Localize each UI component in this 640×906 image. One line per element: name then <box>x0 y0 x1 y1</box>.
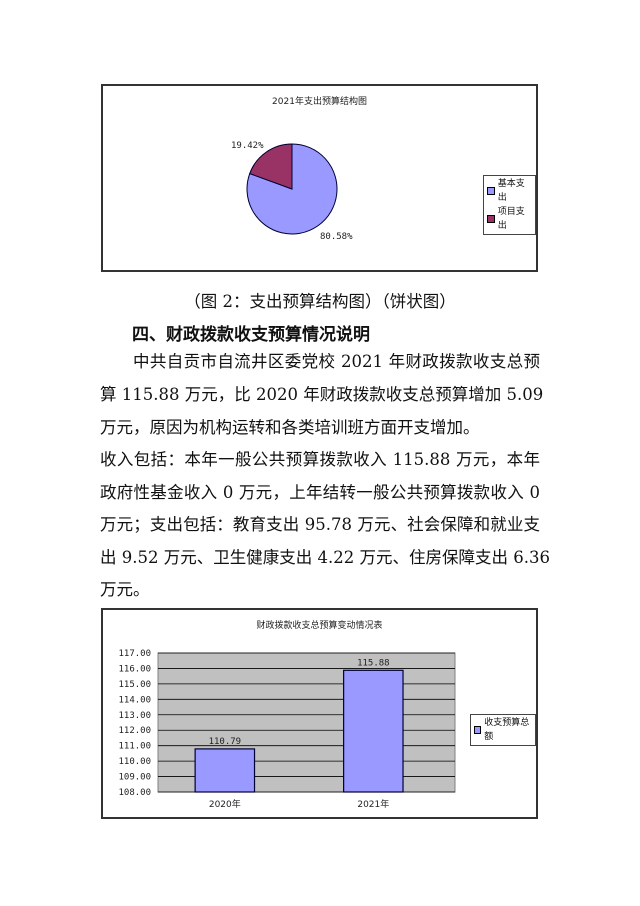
legend-swatch <box>487 215 495 223</box>
pie-chart-title: 2021年支出预算结构图 <box>272 97 367 107</box>
data-label: 115.88 <box>357 658 390 668</box>
figure-caption: （图 2：支出预算结构图）（饼状图） <box>184 292 456 311</box>
y-tick-label: 109.00 <box>118 773 151 783</box>
x-tick-label: 2021年 <box>357 798 389 810</box>
bar-chart-title: 财政拨款收支总预算变动情况表 <box>256 621 383 631</box>
data-label: 110.79 <box>209 737 242 747</box>
paragraph-line: 万元；支出包括：教育支出 95.78 万元、社会保障和就业支 <box>100 515 540 534</box>
pie-slice-0 <box>246 143 338 235</box>
pie-slice-1 <box>249 143 293 190</box>
legend-label: 基本支出 <box>497 179 525 203</box>
y-tick-label: 108.00 <box>118 788 151 798</box>
bar-legend: 收支预算总额 <box>470 714 536 746</box>
bar-2020年 <box>194 748 256 793</box>
pie-label-basic: 80.58% <box>320 232 353 242</box>
legend-label: 项目支出 <box>497 207 525 231</box>
legend-swatch <box>474 726 482 734</box>
bar-plot: 108.00 109.00 110.00 111.00 112.00 113.00 114.… <box>118 649 456 810</box>
legend-item-total: 收支预算总额 <box>474 716 532 744</box>
paragraph-line: 政府性基金收入 0 万元，上年结转一般公共预算拨款收入 0 <box>100 483 540 502</box>
paragraph-line: 出 9.52 万元、卫生健康支出 4.22 万元、住房保障支出 6.36 <box>100 548 550 567</box>
y-tick-label: 113.00 <box>118 711 151 721</box>
y-tick-label: 111.00 <box>118 742 151 752</box>
legend-swatch <box>487 187 495 195</box>
y-tick-label: 112.00 <box>118 726 151 736</box>
section-heading: 四、财政拨款收支预算情况说明 <box>132 325 370 345</box>
bar-chart: 财政拨款收支总预算变动情况表 108.00 109.00 110.00 111.00 1… <box>101 608 538 819</box>
pie-chart: 2021年支出预算结构图 19.42% 80.58% 基本支出 项目支出 <box>101 84 538 272</box>
y-tick-label: 116.00 <box>118 664 151 674</box>
y-tick-label: 114.00 <box>118 695 151 705</box>
paragraph-line: 中共自贡市自流井区委党校 2021 年财政拨款收支总预 <box>133 352 540 371</box>
legend-item-basic: 基本支出 <box>487 177 532 205</box>
paragraph-line: 万元。 <box>100 580 150 599</box>
pie-legend: 基本支出 项目支出 <box>483 175 536 235</box>
paragraph-line: 算 115.88 万元，比 2020 年财政拨款收支总预算增加 5.09 <box>100 385 544 404</box>
y-tick-label: 117.00 <box>118 649 151 659</box>
pie-label-project: 19.42% <box>231 141 264 151</box>
legend-label: 收支预算总额 <box>484 718 530 742</box>
y-tick-label: 110.00 <box>118 757 151 767</box>
legend-item-project: 项目支出 <box>487 205 532 233</box>
x-tick-label: 2020年 <box>209 798 241 810</box>
y-tick-label: 115.00 <box>118 680 151 690</box>
bar-2021年 <box>343 669 404 793</box>
paragraph-line: 收入包括：本年一般公共预算拨款收入 115.88 万元，本年 <box>100 450 540 469</box>
pie-plot <box>246 143 338 235</box>
paragraph-line: 万元，原因为机构运转和各类培训班方面开支增加。 <box>100 418 480 437</box>
